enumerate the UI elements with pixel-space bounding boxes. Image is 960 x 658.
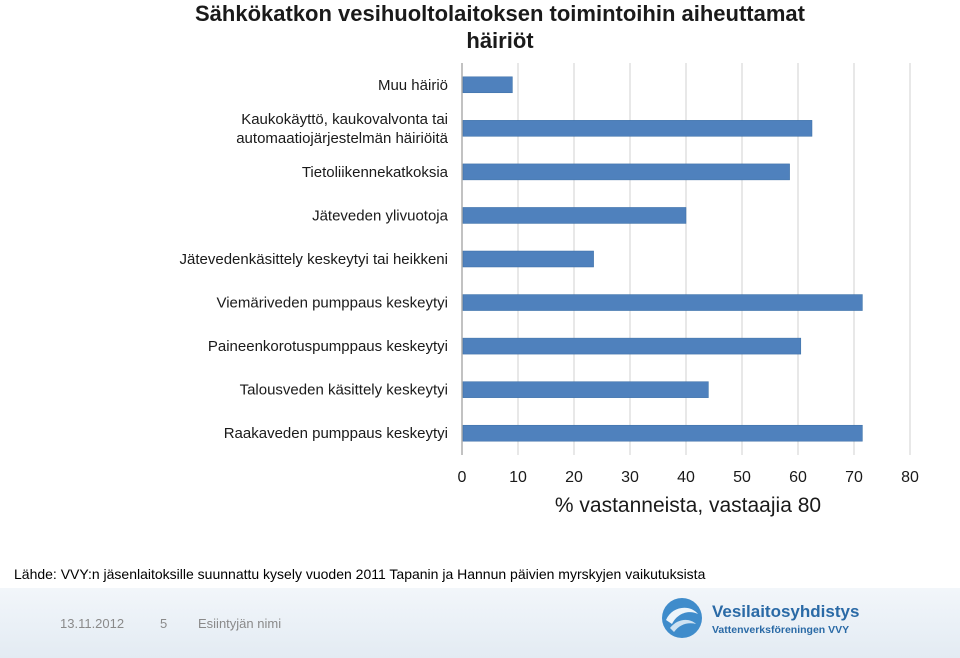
footer-date: 13.11.2012 bbox=[60, 616, 125, 631]
bar bbox=[462, 381, 709, 398]
category-label: Talousveden käsittely keskeytyi bbox=[240, 382, 448, 399]
x-tick-label: 60 bbox=[789, 469, 807, 486]
vvy-logo-icon bbox=[662, 598, 702, 638]
category-label: automaatiojärjestelmän häiriöitä bbox=[236, 130, 448, 147]
chart-title-line-1: Sähkökatkon vesihuoltolaitoksen toiminto… bbox=[195, 1, 805, 26]
x-tick-label: 20 bbox=[565, 469, 583, 486]
footer-presenter: Esiintyjän nimi bbox=[198, 616, 282, 631]
category-label: Muu häiriö bbox=[378, 77, 448, 94]
vvy-logo: Vesilaitosyhdistys Vattenverksföreningen… bbox=[660, 596, 860, 648]
bar bbox=[462, 337, 802, 355]
x-tick-label: 10 bbox=[509, 469, 527, 486]
category-label: Paineenkorotuspumppaus keskeytyi bbox=[208, 338, 448, 355]
bar bbox=[462, 294, 863, 311]
x-tick-label: 50 bbox=[733, 469, 751, 486]
category-label: Kaukokäyttö, kaukovalvonta tai bbox=[241, 111, 448, 128]
footer-page-number: 5 bbox=[160, 616, 168, 631]
x-axis-label: % vastanneista, vastaajia 80 bbox=[555, 494, 821, 517]
bar bbox=[462, 76, 513, 94]
bar bbox=[462, 163, 790, 181]
x-tick-label: 40 bbox=[677, 469, 695, 486]
slide-footer: 13.11.2012 5 Esiintyjän nimi Vesilaitosy… bbox=[0, 588, 960, 658]
x-tick-label: 80 bbox=[901, 469, 919, 486]
chart-title: Sähkökatkon vesihuoltolaitoksen toiminto… bbox=[60, 0, 940, 54]
logo-subtitle: Vattenverksföreningen VVY bbox=[712, 624, 850, 636]
bar bbox=[462, 424, 863, 442]
bar bbox=[462, 207, 687, 224]
bar-chart: Muu häiriö Kaukokäyttö, kaukovalvonta tai… bbox=[180, 63, 919, 517]
source-note: Lähde: VVY:n jäsenlaitoksille suunnattu … bbox=[14, 566, 706, 582]
category-label: Jätevedenkäsittely keskeytyi tai heikken… bbox=[180, 251, 448, 268]
x-tick-label: 70 bbox=[845, 469, 863, 486]
category-label: Raakaveden pumppaus keskeytyi bbox=[224, 425, 448, 442]
bar bbox=[462, 250, 594, 268]
category-label: Viemäriveden pumppaus keskeytyi bbox=[216, 295, 448, 312]
category-label: Jäteveden ylivuotoja bbox=[312, 207, 449, 224]
bar bbox=[462, 120, 813, 137]
chart-title-line-2: häiriöt bbox=[466, 28, 534, 53]
x-tick-label: 0 bbox=[458, 469, 467, 486]
x-tick-label: 30 bbox=[621, 469, 639, 486]
logo-name: Vesilaitosyhdistys bbox=[712, 602, 860, 621]
category-label: Tietoliikennekatkoksia bbox=[302, 164, 449, 181]
